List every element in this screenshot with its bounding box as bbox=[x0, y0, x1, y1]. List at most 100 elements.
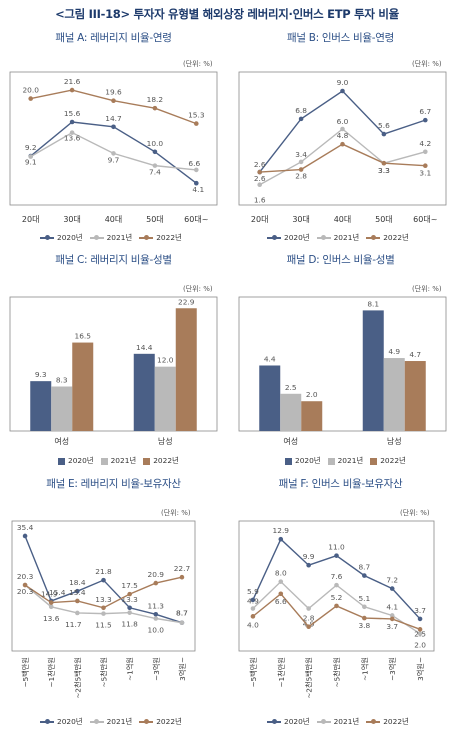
data-point bbox=[127, 605, 132, 611]
data-label: 4.9 bbox=[247, 597, 259, 606]
x-tick-label: 40대 bbox=[334, 215, 352, 224]
data-label: 3.4 bbox=[295, 150, 307, 159]
plot-frame bbox=[9, 71, 218, 206]
data-label: 5.9 bbox=[247, 587, 259, 596]
legend-marker bbox=[89, 719, 104, 724]
data-point bbox=[101, 611, 106, 616]
legend-marker bbox=[40, 235, 54, 240]
data-label: 21.8 bbox=[95, 567, 112, 576]
data-label: 6.6 bbox=[188, 159, 200, 168]
legend-item: 2022년 bbox=[139, 716, 182, 727]
legend-marker bbox=[267, 235, 281, 240]
legend: 2020년 2021년 2022년 bbox=[40, 232, 189, 243]
legend-item: 2021년 bbox=[316, 716, 359, 727]
x-tick-label: ~1천만원 bbox=[47, 657, 56, 687]
data-label: 9.9 bbox=[303, 552, 315, 561]
legend-item: 2020년 bbox=[40, 716, 83, 727]
data-point bbox=[250, 614, 256, 619]
x-tick-label: ~1천만원 bbox=[277, 657, 286, 687]
x-tick-label: 40대 bbox=[105, 215, 123, 224]
data-point bbox=[362, 573, 367, 578]
data-point bbox=[111, 98, 116, 104]
legend: 2020년 2021년 2022년 bbox=[58, 455, 186, 466]
legend-marker bbox=[316, 235, 331, 240]
data-point bbox=[48, 600, 54, 605]
data-point bbox=[28, 96, 33, 101]
legend-item: 2020년 bbox=[40, 232, 83, 243]
data-point bbox=[340, 88, 345, 94]
legend-marker bbox=[139, 235, 154, 240]
x-tick-label: ~5백만원 bbox=[21, 657, 30, 687]
legend-swatch bbox=[100, 457, 108, 465]
data-label: 1.6 bbox=[254, 196, 266, 205]
data-label: 2.6 bbox=[254, 160, 266, 169]
data-point bbox=[153, 616, 159, 621]
data-label: 5.2 bbox=[331, 593, 343, 602]
unit-label: (단위: %) bbox=[183, 60, 213, 68]
data-point bbox=[22, 533, 28, 539]
unit-label: (단위: %) bbox=[412, 285, 442, 293]
chart-f: 5.9 12.9 9.9 11.0 8.7 7.2 3.7 4.9 8.0 4.9 7.6 5.1 4.… bbox=[238, 520, 435, 699]
data-label: 9.7 bbox=[108, 155, 120, 164]
legend-item: 2020년 bbox=[58, 455, 94, 466]
bar bbox=[51, 386, 73, 431]
plot-frame bbox=[11, 520, 196, 652]
data-point bbox=[389, 586, 395, 591]
bar bbox=[72, 342, 94, 431]
data-label: 11.0 bbox=[328, 543, 345, 552]
data-point bbox=[389, 616, 395, 622]
bar bbox=[30, 381, 52, 431]
data-label: 11.3 bbox=[148, 601, 165, 610]
panel-title-d: 패널 D: 인버스 비율-성별 bbox=[286, 254, 395, 266]
legend-item: 2021년 bbox=[89, 232, 132, 243]
data-point bbox=[417, 616, 423, 622]
data-label: 2.0 bbox=[306, 390, 318, 399]
x-tick-label: ~1억원 bbox=[360, 657, 369, 681]
data-label: 20.0 bbox=[22, 86, 39, 95]
data-point bbox=[340, 141, 345, 147]
x-tick-label: 20대 bbox=[251, 215, 269, 224]
unit-label: (단위: %) bbox=[412, 60, 442, 68]
x-tick-label: ~1억원 bbox=[126, 657, 135, 681]
legend: 2020년 2021년 2022년 bbox=[267, 232, 416, 243]
legend-swatch bbox=[58, 457, 65, 465]
legend-item: 2022년 bbox=[366, 716, 409, 727]
data-label: 5.1 bbox=[358, 594, 370, 603]
x-tick-label: 60대~ bbox=[184, 215, 208, 224]
legend-label: 2021년 bbox=[333, 233, 360, 242]
data-label: 2.6 bbox=[254, 174, 266, 183]
data-point bbox=[152, 149, 158, 155]
legend: 2020년 2021년 2022년 bbox=[40, 716, 189, 727]
legend-item: 2021년 bbox=[89, 716, 132, 727]
data-point bbox=[75, 598, 80, 604]
data-label: 3.7 bbox=[414, 606, 426, 615]
data-point bbox=[194, 180, 199, 186]
chart-e: 35.4 15.418.4 21.8 13.3 11.3 8.7 20.3 13.6 11.7 1… bbox=[11, 520, 196, 699]
x-tick-label: ~3억원 bbox=[388, 657, 397, 681]
bar bbox=[175, 308, 197, 431]
bar bbox=[259, 365, 281, 431]
legend-label: 2020년 bbox=[295, 456, 321, 465]
data-label: 15.4 bbox=[49, 588, 66, 597]
legend-label: 2022년 bbox=[156, 233, 182, 242]
data-point bbox=[381, 160, 387, 166]
data-label: 5.6 bbox=[378, 121, 390, 130]
legend-label: 2020년 bbox=[57, 717, 83, 726]
data-point bbox=[179, 574, 185, 580]
legend-marker bbox=[267, 719, 281, 724]
legend-item: 2022년 bbox=[143, 455, 179, 466]
data-point bbox=[423, 117, 428, 123]
data-point bbox=[417, 631, 423, 636]
data-point bbox=[75, 610, 80, 616]
panel-title-e: 패널 E: 레버리지 비율-보유자산 bbox=[46, 478, 181, 490]
x-tick-label: 30대 bbox=[292, 215, 310, 224]
legend-swatch bbox=[285, 457, 292, 465]
data-label: 15.3 bbox=[188, 111, 205, 120]
data-label: 3.8 bbox=[358, 621, 370, 630]
legend-item: 2020년 bbox=[267, 716, 310, 727]
data-label: 17.5 bbox=[121, 581, 138, 590]
plot-frame bbox=[238, 71, 447, 206]
data-label: 6.7 bbox=[419, 107, 431, 116]
data-label: 6.0 bbox=[337, 117, 349, 126]
bar bbox=[301, 401, 323, 431]
